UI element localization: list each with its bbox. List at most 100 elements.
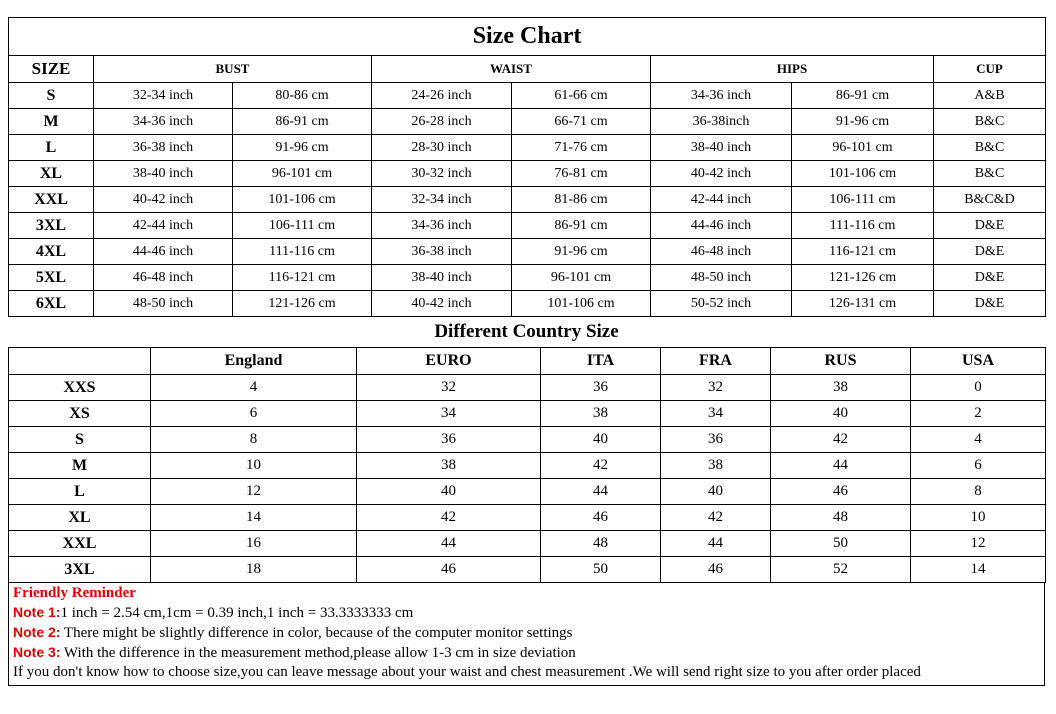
measure-cell: 40-42 inch: [93, 186, 233, 213]
size-cell: S: [8, 426, 151, 453]
column-header-fra: FRA: [660, 347, 771, 375]
country-size-row: S 8 36 40 36 42 4: [8, 426, 1046, 453]
size-chart-row: M 34-36 inch 86-91 cm 26-28 inch 66-71 cm 36-…: [8, 108, 1047, 135]
size-cell: L: [8, 134, 94, 161]
note-2-label: Note 2:: [13, 624, 61, 640]
size-value-cell: 18: [150, 556, 357, 583]
column-header-england: England: [150, 347, 357, 375]
size-chart-row: XL 38-40 inch 96-101 cm 30-32 inch 76-81 cm 4…: [8, 160, 1047, 187]
size-cell: 6XL: [8, 290, 94, 317]
size-cell: L: [8, 478, 151, 505]
size-chart-row: 6XL 48-50 inch 121-126 cm 40-42 inch 101-106…: [8, 290, 1047, 317]
country-size-row: L 12 40 44 40 46 8: [8, 478, 1046, 505]
size-chart-row: L 36-38 inch 91-96 cm 28-30 inch 71-76 cm 38-…: [8, 134, 1047, 161]
size-cell: XXL: [8, 530, 151, 557]
size-value-cell: 42: [770, 426, 911, 453]
measure-cell: 50-52 inch: [650, 290, 792, 317]
measure-cell: D&E: [932, 212, 1047, 239]
measure-cell: 91-96 cm: [232, 134, 372, 161]
size-chart-body: Size Chart SIZE BUST WAIST HIPS CUP S 32-…: [7, 17, 1047, 317]
size-value-cell: 12: [150, 478, 357, 505]
size-value-cell: 40: [356, 478, 541, 505]
measure-cell: 61-66 cm: [511, 82, 651, 109]
measure-cell: 44-46 inch: [93, 238, 233, 265]
size-value-cell: 38: [770, 374, 911, 401]
size-value-cell: 36: [356, 426, 541, 453]
country-size-row: XXL 16 44 48 44 50 12: [8, 530, 1046, 557]
size-value-cell: 32: [660, 374, 771, 401]
size-value-cell: 0: [910, 374, 1046, 401]
column-header-bust: BUST: [93, 55, 372, 83]
size-value-cell: 42: [540, 452, 661, 479]
column-header-size: SIZE: [8, 55, 94, 83]
size-chart-row: 5XL 46-48 inch 116-121 cm 38-40 inch 96-101 …: [8, 264, 1047, 291]
size-value-cell: 46: [540, 504, 661, 531]
size-value-cell: 38: [540, 400, 661, 427]
measure-cell: 36-38inch: [650, 108, 792, 135]
measure-cell: 106-111 cm: [232, 212, 372, 239]
size-chart-row: S 32-34 inch 80-86 cm 24-26 inch 61-66 cm 34-…: [8, 82, 1047, 109]
size-value-cell: 12: [910, 530, 1046, 557]
size-value-cell: 46: [356, 556, 541, 583]
measure-cell: D&E: [932, 264, 1047, 291]
size-value-cell: 46: [660, 556, 771, 583]
measure-cell: 101-106 cm: [232, 186, 372, 213]
column-header-usa: USA: [910, 347, 1046, 375]
measure-cell: 26-28 inch: [371, 108, 512, 135]
size-value-cell: 44: [660, 530, 771, 557]
size-value-cell: 40: [660, 478, 771, 505]
country-size-row: XL 14 42 46 42 48 10: [8, 504, 1046, 531]
measure-cell: 91-96 cm: [791, 108, 934, 135]
measure-cell: 40-42 inch: [650, 160, 792, 187]
size-value-cell: 32: [356, 374, 541, 401]
measure-cell: 44-46 inch: [650, 212, 792, 239]
size-cell: 5XL: [8, 264, 94, 291]
measure-cell: 116-121 cm: [232, 264, 372, 291]
size-value-cell: 40: [770, 400, 911, 427]
note-2-text: There might be slightly difference in co…: [60, 625, 573, 641]
measure-cell: 42-44 inch: [650, 186, 792, 213]
measure-cell: 106-111 cm: [791, 186, 934, 213]
size-value-cell: 52: [770, 556, 911, 583]
measure-cell: 38-40 inch: [371, 264, 512, 291]
measure-cell: A&B: [932, 82, 1047, 109]
size-value-cell: 48: [540, 530, 661, 557]
country-size-header-row: England EURO ITA FRA RUS USA: [8, 347, 1046, 375]
size-value-cell: 10: [150, 452, 357, 479]
measure-cell: 46-48 inch: [93, 264, 233, 291]
measure-cell: 96-101 cm: [791, 134, 934, 161]
size-cell: XXL: [8, 186, 94, 213]
measure-cell: B&C: [932, 134, 1047, 161]
size-cell: 3XL: [8, 556, 151, 583]
size-value-cell: 6: [910, 452, 1046, 479]
size-value-cell: 38: [356, 452, 541, 479]
size-value-cell: 36: [660, 426, 771, 453]
size-value-cell: 50: [540, 556, 661, 583]
country-size-row: XS 6 34 38 34 40 2: [8, 400, 1046, 427]
size-value-cell: 48: [770, 504, 911, 531]
size-cell: S: [8, 82, 94, 109]
measure-cell: 71-76 cm: [511, 134, 651, 161]
measure-cell: D&E: [932, 238, 1047, 265]
measure-cell: B&C&D: [932, 186, 1047, 213]
size-value-cell: 4: [150, 374, 357, 401]
column-header-blank: [8, 347, 151, 375]
size-value-cell: 44: [540, 478, 661, 505]
measure-cell: D&E: [932, 290, 1047, 317]
size-value-cell: 34: [356, 400, 541, 427]
measure-cell: 66-71 cm: [511, 108, 651, 135]
size-value-cell: 34: [660, 400, 771, 427]
measure-cell: 126-131 cm: [791, 290, 934, 317]
measure-cell: 116-121 cm: [791, 238, 934, 265]
measure-cell: 34-36 inch: [93, 108, 233, 135]
size-value-cell: 4: [910, 426, 1046, 453]
notes-footer: If you don't know how to choose size,you…: [13, 664, 921, 680]
measure-cell: 42-44 inch: [93, 212, 233, 239]
country-size-row: M 10 38 42 38 44 6: [8, 452, 1046, 479]
measure-cell: 46-48 inch: [650, 238, 792, 265]
size-chart-header-row: SIZE BUST WAIST HIPS CUP: [8, 55, 1047, 83]
size-cell: 3XL: [8, 212, 94, 239]
size-cell: XL: [8, 504, 151, 531]
size-value-cell: 16: [150, 530, 357, 557]
measure-cell: 86-91 cm: [511, 212, 651, 239]
